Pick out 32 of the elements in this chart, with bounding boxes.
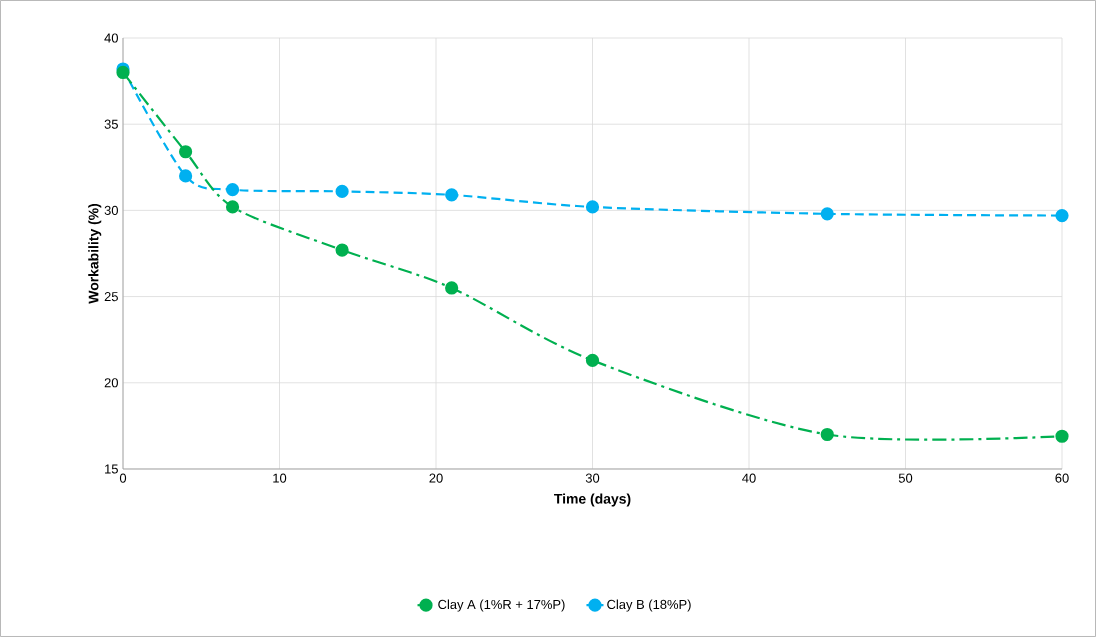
point	[445, 188, 459, 202]
y-tick-label: 30	[104, 205, 118, 215]
x-tick-label: 40	[742, 473, 756, 483]
y-tick-label: 15	[105, 464, 118, 474]
y-tick-label: 35	[104, 119, 118, 129]
point	[585, 200, 600, 214]
x-tick-label: 10	[273, 473, 287, 483]
point	[116, 65, 130, 80]
point	[335, 243, 349, 257]
x-tick-label: 0	[119, 473, 127, 483]
y-tick-label: 25	[104, 292, 118, 302]
x-tick-label: 60	[1055, 473, 1069, 483]
point	[225, 200, 240, 214]
x-tick-label: 30	[585, 473, 600, 483]
y-tick-label: 20	[104, 378, 118, 388]
point	[1055, 208, 1069, 223]
legend-label: Clay B (18%P)	[607, 599, 691, 612]
point	[820, 207, 834, 221]
point	[179, 145, 193, 159]
legend-label: Clay A (1%R + 17%P)	[438, 599, 565, 612]
point	[585, 353, 600, 367]
x-tick-label: 20	[429, 473, 443, 483]
x-axis-title: Time (days)	[554, 493, 631, 507]
point	[179, 169, 193, 183]
point	[445, 281, 459, 295]
y-axis-title: Workability (%)	[88, 203, 102, 304]
y-tick-label: 40	[104, 33, 118, 43]
point	[225, 183, 240, 197]
point	[1055, 429, 1069, 443]
point	[335, 184, 349, 199]
x-tick-label: 50	[898, 473, 913, 483]
point	[820, 427, 834, 442]
